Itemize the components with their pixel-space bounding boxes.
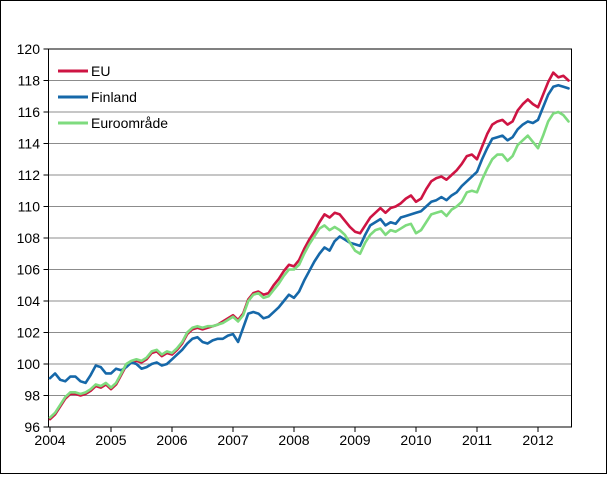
- series-line-eu: [48, 71, 570, 421]
- y-tick-label: 102: [17, 325, 41, 341]
- x-tick-label: 2005: [95, 432, 126, 448]
- x-tick-label: 2007: [217, 432, 248, 448]
- y-tick-label: 96: [24, 419, 40, 435]
- x-tick-label: 2009: [339, 432, 370, 448]
- y-tick-label: 114: [18, 136, 41, 152]
- y-tick-label: 108: [17, 230, 41, 246]
- y-tick-label: 118: [18, 73, 41, 89]
- y-tick-label: 98: [24, 388, 40, 404]
- x-tick-label: 2011: [462, 432, 492, 448]
- y-tick-label: 120: [17, 41, 41, 57]
- legend-label-eu: EU: [91, 63, 110, 79]
- x-tick-label: 2008: [278, 432, 309, 448]
- y-tick-label: 106: [17, 262, 41, 278]
- y-tick-label: 112: [18, 167, 41, 183]
- x-tick-label: 2004: [34, 432, 65, 448]
- series-line-finland: [48, 83, 570, 385]
- x-tick-label: 2010: [400, 432, 431, 448]
- series-line-euroomr-de: [48, 110, 570, 419]
- y-tick-label: 104: [17, 293, 41, 309]
- y-tick-label: 100: [17, 356, 41, 372]
- x-tick-label: 2006: [156, 432, 187, 448]
- y-tick-label: 116: [18, 104, 41, 120]
- legend-label-finland: Finland: [91, 89, 137, 105]
- legend-label-euroomr-de: Euroområde: [91, 115, 168, 131]
- x-tick-label: 2012: [522, 432, 553, 448]
- y-tick-label: 110: [18, 199, 41, 215]
